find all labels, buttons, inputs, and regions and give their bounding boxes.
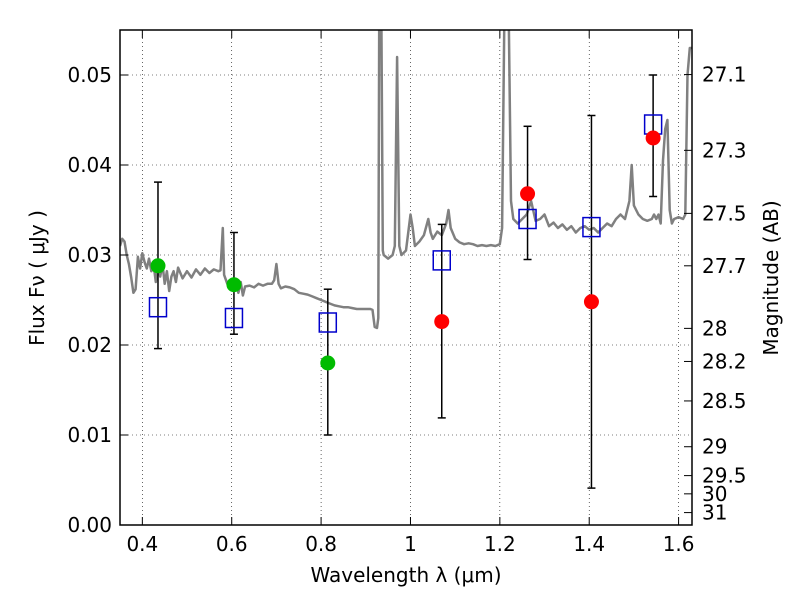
x-tick-label: 1.2: [484, 532, 516, 556]
y-tick-label: 0.03: [67, 243, 112, 267]
tick-layer: 0.4 0.6 0.8 1 1.2 1.4 1.6 0.00 0.01 0.02 0.03 0.04 0…: [67, 30, 747, 556]
right-tick-label: 28.5: [702, 389, 747, 413]
model-flux-square: [518, 208, 537, 230]
right-tick-label: 31: [702, 501, 727, 525]
x-tick-label: 0.6: [216, 532, 248, 556]
x-tick-label: 1.4: [573, 532, 605, 556]
spectrum-layer: [120, 30, 692, 330]
right-tick-label: 29.5: [702, 464, 747, 488]
model-flux-square: [148, 296, 168, 318]
y-tick-label: 0.04: [67, 153, 112, 177]
marker-layer: [148, 114, 663, 371]
right-tick-label: 27.7: [702, 254, 747, 278]
right-tick-label: 27.1: [702, 63, 747, 87]
model-flux-square: [432, 250, 451, 271]
right-axis-title: Magnitude (AB): [759, 200, 783, 355]
error-bar-layer: [153, 74, 658, 489]
model-flux-square: [224, 307, 244, 329]
x-tick-label: 0.4: [126, 532, 158, 556]
observed-nir-point: [434, 314, 450, 330]
y-axis-title: Flux Fν ( μJy ): [25, 210, 49, 346]
right-tick-label: 28: [702, 316, 727, 340]
observed-nir-point: [583, 294, 599, 310]
x-tick-label: 1.6: [663, 532, 695, 556]
observed-optical-point: [320, 355, 336, 371]
x-axis-title: Wavelength λ (μm): [310, 563, 501, 587]
right-tick-label: 28.2: [702, 349, 747, 373]
y-tick-label: 0.02: [67, 333, 112, 357]
x-tick-label: 0.8: [305, 532, 337, 556]
observed-optical-point: [150, 258, 166, 274]
x-tick-label: 1: [404, 532, 417, 556]
right-tick-label: 30: [702, 482, 727, 506]
y-tick-label: 0.01: [67, 423, 112, 447]
observed-nir-point: [520, 186, 536, 202]
right-tick-label: 27.3: [702, 138, 747, 162]
y-tick-label: 0.00: [67, 513, 112, 537]
right-tick-label: 29: [702, 435, 727, 459]
model-spectrum-line: [120, 30, 692, 330]
model-flux-square: [582, 216, 601, 238]
right-tick-label: 27.5: [702, 201, 747, 225]
y-tick-label: 0.05: [67, 63, 112, 87]
observed-nir-point: [645, 130, 661, 146]
plot-frame: [119, 29, 693, 526]
observed-optical-point: [226, 277, 242, 293]
model-flux-square: [318, 312, 338, 333]
